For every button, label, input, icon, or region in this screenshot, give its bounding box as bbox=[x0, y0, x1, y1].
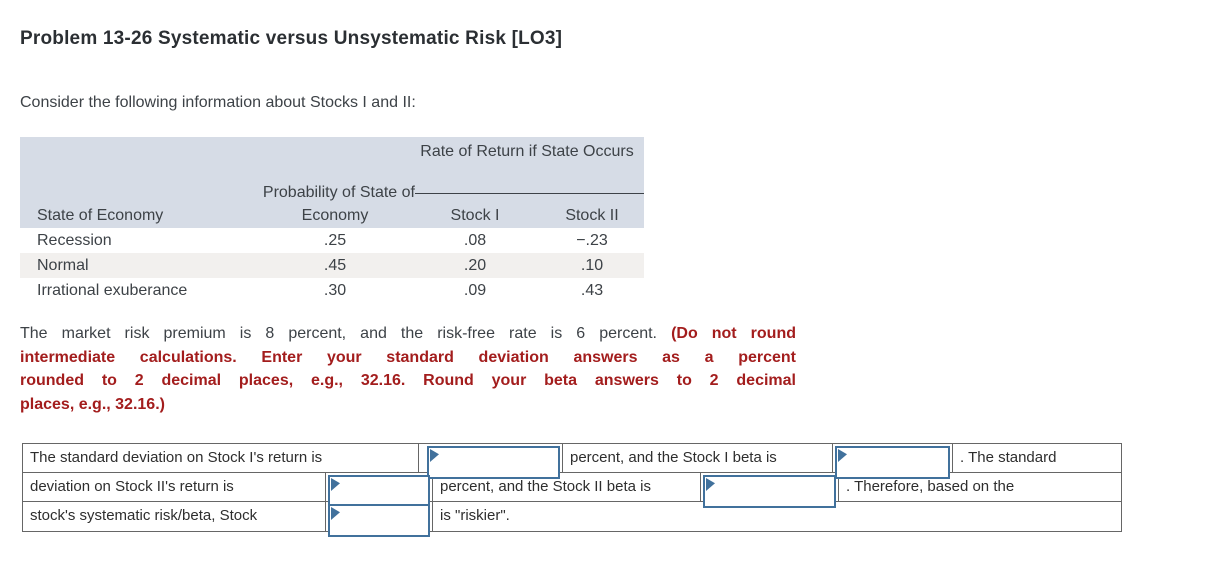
answer-input-cell bbox=[326, 502, 433, 537]
probability-cell: .45 bbox=[323, 257, 347, 274]
stock2-stddev-answer-box[interactable] bbox=[328, 475, 430, 508]
answer-row-2: deviation on Stock II's return is percen… bbox=[23, 473, 1121, 508]
answer-row-3: stock's systematic risk/beta, Stock is "… bbox=[23, 502, 1121, 537]
answer-text-segment: . The standard bbox=[960, 449, 1057, 466]
answer-text-segment: percent, and the Stock II beta is bbox=[433, 473, 701, 501]
state-cell: Recession bbox=[37, 232, 112, 249]
answer-input-cell bbox=[833, 444, 953, 479]
table-row-irrational-exuberance: Irrational exuberance .30 .09 .43 bbox=[20, 278, 644, 303]
stock1-stddev-answer-box[interactable] bbox=[427, 446, 560, 479]
answer-flag-icon bbox=[838, 449, 847, 462]
answer-text-segment: percent, and the Stock I beta is bbox=[563, 444, 833, 472]
instructions-normal-text: The market risk premium is 8 percent, an… bbox=[20, 325, 672, 342]
probability-cell: .25 bbox=[323, 232, 347, 249]
table-row-normal: Normal .45 .20 .10 bbox=[20, 253, 644, 278]
instructions-red-text: (Do not round bbox=[671, 325, 797, 342]
answer-input-cell bbox=[419, 444, 563, 479]
stock2-beta-answer-box[interactable] bbox=[703, 475, 836, 508]
answer-flag-icon bbox=[706, 478, 715, 491]
answer-table: The standard deviation on Stock I's retu… bbox=[22, 443, 1122, 537]
probability-cell: .30 bbox=[323, 282, 347, 299]
instructions-line-2: intermediate calculations. Enter your st… bbox=[20, 348, 796, 366]
probability-header-line2: Economy bbox=[301, 207, 369, 224]
probability-header-line1: Probability of State of bbox=[262, 184, 415, 201]
spanner-header: Rate of Return if State Occurs bbox=[420, 143, 634, 160]
answer-input-cell bbox=[701, 473, 839, 508]
answer-flag-icon bbox=[331, 478, 340, 491]
stock2-cell: .43 bbox=[580, 282, 604, 299]
stock1-beta-answer-box[interactable] bbox=[835, 446, 950, 479]
state-cell: Normal bbox=[37, 257, 89, 274]
intro-text: Consider the following information about… bbox=[20, 94, 416, 111]
stock2-cell: .10 bbox=[580, 257, 604, 274]
stock1-cell: .09 bbox=[463, 282, 487, 299]
stock2-beta-input[interactable] bbox=[715, 477, 832, 506]
stock1-beta-input[interactable] bbox=[847, 448, 946, 477]
answer-flag-icon bbox=[331, 507, 340, 520]
instructions-line-3: rounded to 2 decimal places, e.g., 32.16… bbox=[20, 372, 796, 389]
riskier-stock-answer-box[interactable] bbox=[328, 504, 430, 537]
instructions-paragraph: The market risk premium is 8 percent, an… bbox=[20, 322, 796, 416]
stock1-cell: .08 bbox=[463, 232, 487, 249]
stock1-stddev-input[interactable] bbox=[439, 448, 556, 477]
stock2-stddev-input[interactable] bbox=[340, 477, 426, 506]
answer-text-segment: deviation on Stock II's return is bbox=[23, 473, 326, 501]
stock1-cell: .20 bbox=[463, 257, 487, 274]
answer-text-segment: stock's systematic risk/beta, Stock bbox=[23, 502, 326, 531]
column-header-row: State of Economy Economy Stock I Stock I… bbox=[20, 207, 644, 225]
answer-text-segment: . Therefore, based on the bbox=[846, 478, 1015, 495]
table-row-recession: Recession .25 .08 −.23 bbox=[20, 228, 644, 253]
answer-text-segment: is "riskier". bbox=[440, 507, 510, 524]
info-table-header: Rate of Return if State Occurs Probabili… bbox=[20, 137, 644, 228]
stock1-header: Stock I bbox=[450, 207, 500, 224]
answer-row-1: The standard deviation on Stock I's retu… bbox=[23, 444, 1121, 479]
info-table: Rate of Return if State Occurs Probabili… bbox=[20, 137, 644, 303]
answer-flag-icon bbox=[430, 449, 439, 462]
state-cell: Irrational exuberance bbox=[37, 282, 188, 299]
answer-input-cell bbox=[326, 473, 433, 508]
stock2-header: Stock II bbox=[565, 207, 619, 224]
instructions-line-1: The market risk premium is 8 percent, an… bbox=[20, 322, 796, 346]
riskier-stock-input[interactable] bbox=[340, 506, 426, 535]
answer-text-segment: The standard deviation on Stock I's retu… bbox=[23, 444, 419, 472]
state-of-economy-header: State of Economy bbox=[37, 207, 164, 224]
instructions-line-4: places, e.g., 32.16.) bbox=[20, 395, 165, 413]
spanner-rule bbox=[415, 193, 644, 194]
page-title: Problem 13-26 Systematic versus Unsystem… bbox=[20, 28, 563, 49]
stock2-cell: −.23 bbox=[576, 232, 608, 249]
